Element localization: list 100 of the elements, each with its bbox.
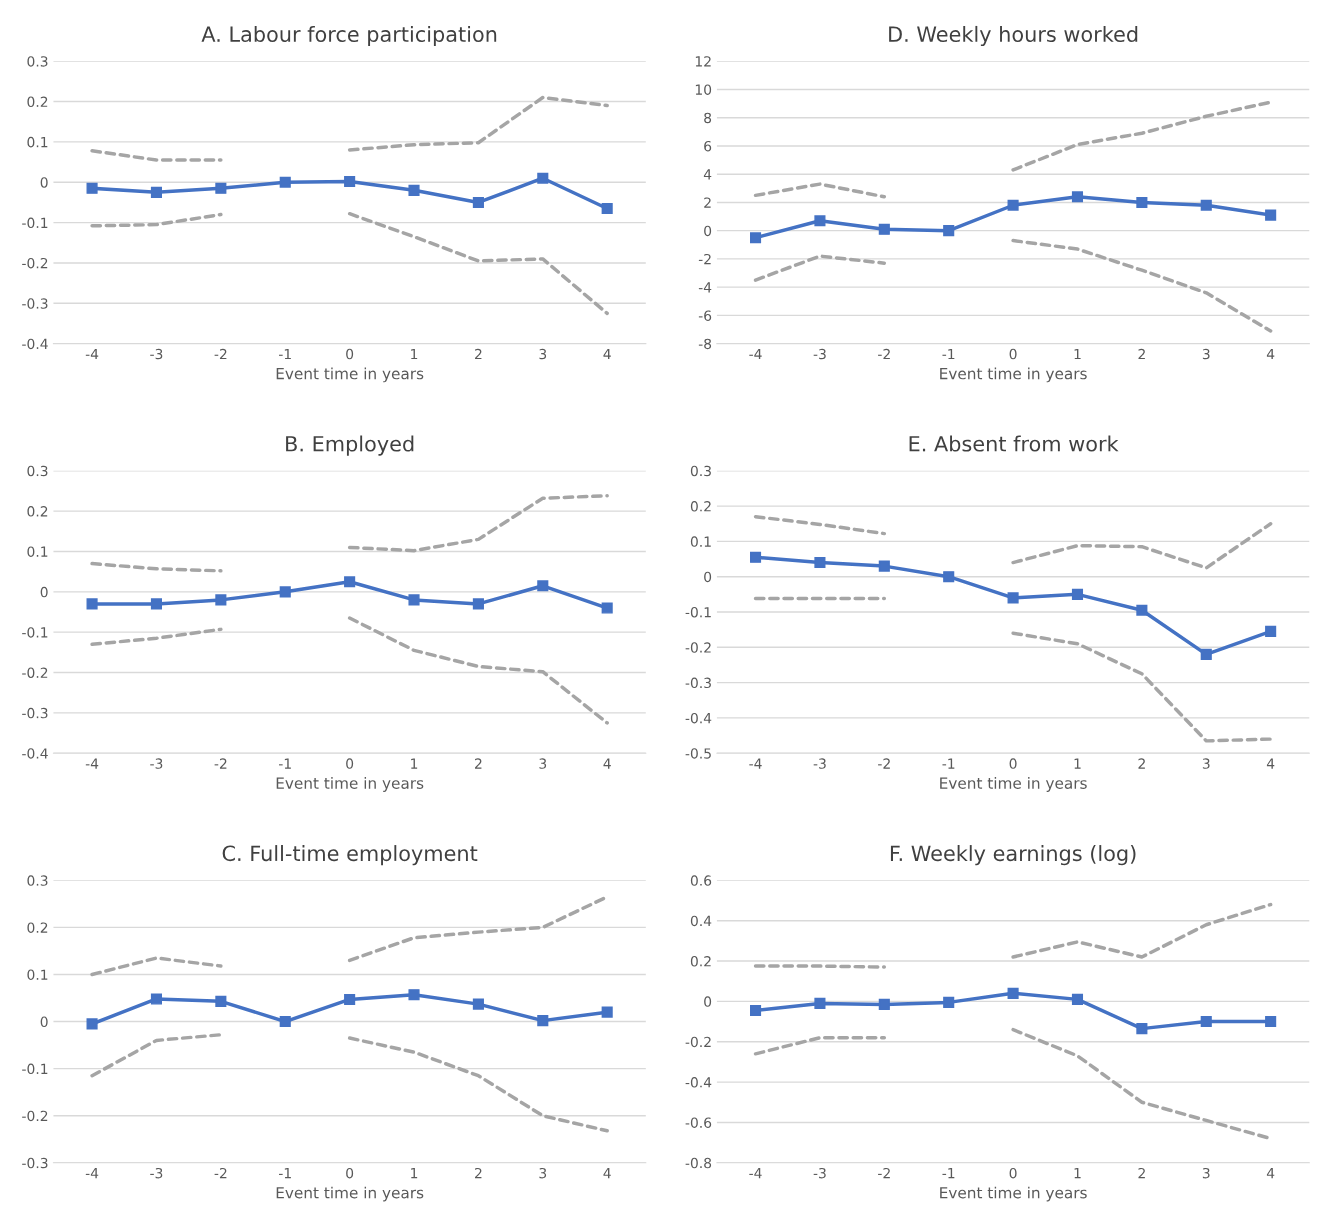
point <box>1200 199 1212 211</box>
point <box>279 586 291 598</box>
y-tick-label: 0 <box>704 571 712 583</box>
x-axis-title: Event time in years <box>940 367 1087 383</box>
point <box>601 1006 613 1018</box>
x-tick-label: -2 <box>214 348 227 360</box>
y-tick-label: 0 <box>704 225 712 237</box>
x-tick-label: -1 <box>942 1168 955 1179</box>
x-tick-label: 1 <box>411 758 418 769</box>
x-tick-label: 0 <box>346 758 354 769</box>
point <box>215 182 227 194</box>
x-tick-label: 4 <box>603 758 611 769</box>
x-tick-label: 0 <box>1009 348 1017 360</box>
x-tick-label: -4 <box>749 758 762 769</box>
chart-title: B. Employed <box>286 435 414 456</box>
point <box>1007 199 1019 211</box>
y-tick-label: 0 <box>40 586 48 598</box>
x-tick-label: -1 <box>942 348 955 360</box>
point <box>814 215 826 227</box>
x-tick-label: 2 <box>475 758 482 769</box>
chart-title: D. Weekly hours worked <box>889 25 1138 47</box>
y-tick-label: -0.4 <box>685 1077 712 1088</box>
y-tick-label: -0.4 <box>22 338 48 350</box>
y-tick-label: 0.1 <box>27 969 48 980</box>
y-tick-label: -0.8 <box>685 1157 712 1169</box>
y-tick-label: -0.4 <box>685 712 712 724</box>
x-tick-label: -4 <box>749 348 762 360</box>
x-tick-label: -2 <box>878 1167 890 1179</box>
x-axis-title: Event time in years <box>276 1186 424 1202</box>
x-tick-label: 3 <box>539 348 547 360</box>
point <box>878 223 890 235</box>
y-tick-label: -0.2 <box>22 1110 48 1122</box>
y-tick-label: -0.3 <box>22 298 48 309</box>
x-tick-label: -3 <box>150 348 163 360</box>
point <box>1200 648 1212 660</box>
y-tick-label: -0.3 <box>22 1157 48 1169</box>
point <box>344 576 356 588</box>
x-tick-label: 0 <box>346 348 354 360</box>
x-tick-label: 4 <box>1266 348 1275 360</box>
x-tick-label: -4 <box>85 758 99 769</box>
point <box>215 594 227 606</box>
x-tick-label: -1 <box>279 348 291 360</box>
x-axis-title: Event time in years <box>276 367 424 383</box>
y-tick-label: -6 <box>698 310 712 321</box>
y-tick-label: -0.3 <box>22 707 48 719</box>
point <box>601 602 613 614</box>
point <box>943 571 955 583</box>
y-tick-label: -2 <box>698 253 711 265</box>
x-tick-label: -4 <box>85 1168 99 1179</box>
y-tick-label: 0.3 <box>27 465 48 477</box>
y-tick-label: 0 <box>704 996 712 1007</box>
chart-title: E. Absent from work <box>909 435 1119 452</box>
point <box>86 598 98 610</box>
x-tick-label: -2 <box>214 1167 227 1179</box>
x-tick-label: -1 <box>279 758 291 769</box>
point <box>279 176 291 188</box>
x-tick-label: 3 <box>1202 348 1210 360</box>
x-tick-label: 4 <box>1266 758 1275 769</box>
point <box>215 995 227 1007</box>
x-tick-label: -3 <box>813 1167 826 1179</box>
x-tick-label: -4 <box>749 1168 762 1179</box>
point <box>537 172 549 184</box>
point <box>1071 191 1084 203</box>
x-tick-label: 2 <box>1138 758 1145 769</box>
point <box>1007 592 1019 604</box>
y-tick-label: 0.2 <box>690 501 711 512</box>
point <box>1265 209 1277 221</box>
y-tick-label: 0.3 <box>27 875 48 886</box>
y-tick-label: 0.2 <box>690 956 711 967</box>
y-tick-label: -0.6 <box>685 1117 712 1128</box>
point <box>150 598 163 610</box>
point <box>1071 588 1084 600</box>
y-tick-label: 4 <box>703 169 712 180</box>
x-tick-label: 3 <box>1202 1167 1210 1179</box>
point <box>749 232 762 244</box>
x-tick-label: 2 <box>475 348 482 360</box>
y-tick-label: 0 <box>40 1016 48 1028</box>
y-tick-label: -0.4 <box>22 748 48 759</box>
y-tick-label: 6 <box>704 140 712 152</box>
point <box>749 551 762 563</box>
y-tick-label: -8 <box>698 338 712 350</box>
y-tick-label: 0.6 <box>690 875 712 886</box>
x-tick-label: -2 <box>878 758 890 769</box>
point <box>150 993 163 1005</box>
y-tick-label: 0.2 <box>27 96 48 108</box>
x-axis-title: Event time in years <box>940 777 1087 792</box>
y-tick-label: 8 <box>704 112 712 124</box>
point <box>86 182 98 194</box>
y-tick-label: 0.1 <box>27 546 48 557</box>
point <box>86 1018 98 1030</box>
point <box>150 186 163 198</box>
x-tick-label: -1 <box>942 758 955 769</box>
x-tick-label: 4 <box>1266 1168 1275 1179</box>
y-tick-label: -0.2 <box>22 257 48 269</box>
y-tick-label: 0.1 <box>690 536 711 547</box>
y-tick-label: -0.2 <box>685 1036 711 1048</box>
x-axis-title: Event time in years <box>276 777 424 792</box>
x-tick-label: 3 <box>1202 758 1210 769</box>
point <box>344 993 356 1005</box>
x-tick-label: -3 <box>813 348 826 360</box>
